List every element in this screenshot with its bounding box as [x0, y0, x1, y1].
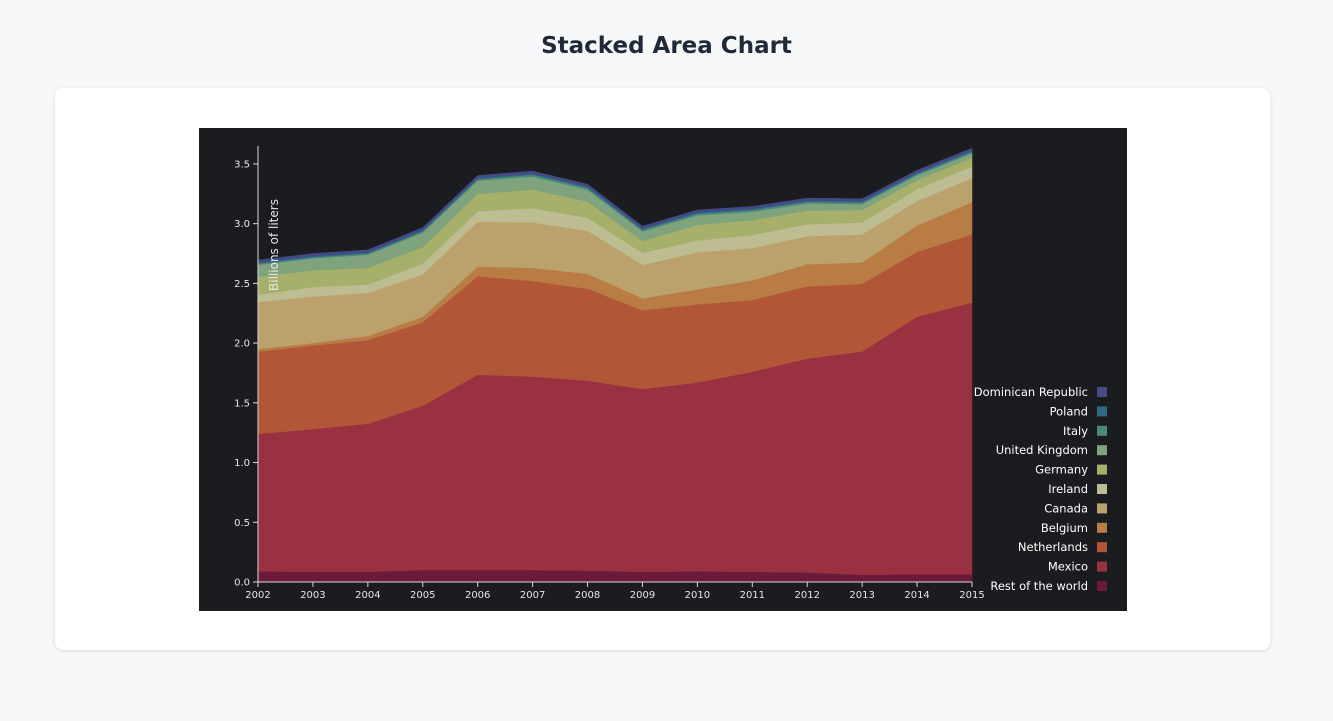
y-tick-label: 1.0: [234, 458, 250, 469]
legend-label: Germany: [1035, 463, 1088, 477]
legend-item: Italy: [1063, 424, 1107, 438]
legend-swatch: [1097, 425, 1107, 436]
stacked-area-chart: 0.0 0.5 1.0 1.5 2.0 2.5 3.0 3.5 2002 2003 2004 2005…: [234, 146, 1107, 601]
legend-swatch: [1097, 581, 1107, 591]
x-tick-label: 2009: [630, 590, 655, 601]
legend-swatch: [1097, 503, 1107, 514]
x-tick-label: 2013: [849, 590, 874, 601]
legend-label: Rest of the world: [990, 579, 1088, 593]
legend-swatch: [1097, 464, 1107, 475]
axes: 0.0 0.5 1.0 1.5 2.0 2.5 3.0 3.5 2002 2003 2004 2005…: [234, 146, 985, 601]
y-tick-label: 1.5: [234, 398, 250, 409]
legend-label: Mexico: [1048, 560, 1088, 574]
x-tick-label: 2011: [740, 590, 765, 601]
y-tick-label: 3.5: [234, 159, 250, 170]
legend-item: Ireland: [1048, 482, 1107, 496]
legend: Dominican Republic Poland Italy United King…: [974, 385, 1107, 593]
x-tick-label: 2003: [300, 590, 325, 601]
x-tick-label: 2002: [245, 590, 270, 601]
legend-label: Ireland: [1048, 482, 1088, 496]
x-tick-label: 2006: [465, 590, 490, 601]
legend-label: Dominican Republic: [974, 385, 1088, 399]
y-tick-label: 0.5: [234, 518, 250, 529]
y-tick-label: 2.5: [234, 279, 250, 290]
legend-swatch: [1097, 387, 1107, 397]
x-tick-label: 2010: [685, 590, 710, 601]
chart-container: 0.0 0.5 1.0 1.5 2.0 2.5 3.0 3.5 2002 2003 2004 2005…: [199, 128, 1127, 611]
legend-item: Canada: [1044, 501, 1107, 515]
x-tick-label: 2004: [355, 590, 380, 601]
legend-swatch: [1097, 484, 1107, 494]
legend-item: Netherlands: [1018, 540, 1107, 554]
legend-item: Dominican Republic: [974, 385, 1107, 399]
legend-label: Belgium: [1041, 521, 1088, 535]
y-tick-label: 0.0: [234, 578, 250, 589]
x-tick-label: 2008: [575, 590, 600, 601]
y-tick-label: 3.0: [234, 219, 250, 230]
legend-label: Italy: [1063, 424, 1088, 438]
page-title: Stacked Area Chart: [541, 33, 792, 59]
legend-label: Canada: [1044, 501, 1088, 515]
legend-item: Mexico: [1048, 560, 1107, 574]
area-dominican-republic: [257, 147, 973, 263]
x-tick-label: 2015: [959, 590, 984, 601]
legend-swatch: [1097, 522, 1107, 533]
legend-item: Germany: [1035, 463, 1107, 477]
legend-item: Rest of the world: [990, 579, 1107, 593]
x-tick-label: 2014: [904, 590, 929, 601]
legend-label: Netherlands: [1018, 540, 1088, 554]
legend-label: Poland: [1050, 404, 1088, 418]
legend-swatch: [1097, 406, 1107, 417]
legend-item: Belgium: [1041, 521, 1107, 535]
x-tick-label: 2012: [795, 590, 820, 601]
legend-swatch: [1097, 445, 1107, 456]
x-tick-label: 2005: [410, 590, 435, 601]
x-tick-label: 2007: [520, 590, 545, 601]
legend-label: United Kingdom: [996, 443, 1088, 457]
legend-item: Poland: [1050, 404, 1107, 418]
legend-swatch: [1097, 542, 1107, 553]
y-axis-label: Billions of liters: [267, 199, 281, 291]
legend-swatch: [1097, 561, 1107, 572]
area-layers: [257, 147, 973, 583]
y-tick-label: 2.0: [234, 339, 250, 350]
legend-item: United Kingdom: [996, 443, 1107, 457]
